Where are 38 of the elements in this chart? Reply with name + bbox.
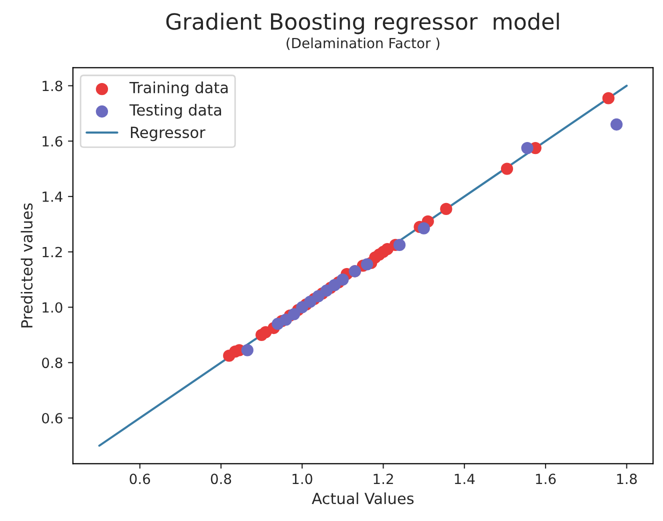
y-tick-label: 1.6: [42, 136, 62, 147]
legend-label: Training data: [129, 81, 228, 96]
y-tick-label: 0.8: [42, 358, 62, 368]
point: [296, 301, 308, 314]
y-tick-label: 1.2: [42, 246, 62, 258]
point: [602, 92, 615, 104]
y-tick-label: 0.6: [42, 412, 62, 424]
chart-title: Gradient Boosting regressor model: [166, 12, 559, 34]
chart-subtitle: (Delamination Factor ): [286, 38, 440, 50]
y-tick-label: 1.0: [42, 302, 62, 313]
x-tick-label: 1.0: [292, 474, 312, 484]
point: [418, 222, 430, 234]
point: [312, 290, 324, 302]
point: [328, 279, 341, 292]
legend-label: Testing data: [129, 104, 222, 119]
point: [320, 284, 333, 297]
point: [360, 258, 374, 270]
point: [521, 142, 534, 154]
x-tick-label: 1.6: [536, 474, 556, 484]
y-tick-label: 1.4: [42, 192, 62, 202]
x-tick-label: 1.2: [374, 474, 393, 484]
x-tick-label: 1.8: [617, 474, 637, 484]
point: [280, 314, 292, 326]
point: [241, 344, 254, 356]
point: [288, 308, 300, 320]
point: [500, 162, 514, 175]
point: [336, 273, 349, 286]
point: [304, 296, 316, 308]
y-tick-label: 1.8: [42, 80, 62, 92]
point: [393, 238, 406, 252]
point: [440, 202, 452, 216]
x-axis-title: Actual Values: [312, 492, 414, 504]
x-tick-label: 1.4: [454, 474, 475, 484]
x-tick-label: 0.6: [130, 474, 150, 484]
legend-label: Regressor: [130, 126, 206, 142]
x-tick-label: 0.8: [210, 474, 232, 484]
y-axis-title: Predicted values: [20, 203, 33, 328]
point: [610, 118, 623, 131]
